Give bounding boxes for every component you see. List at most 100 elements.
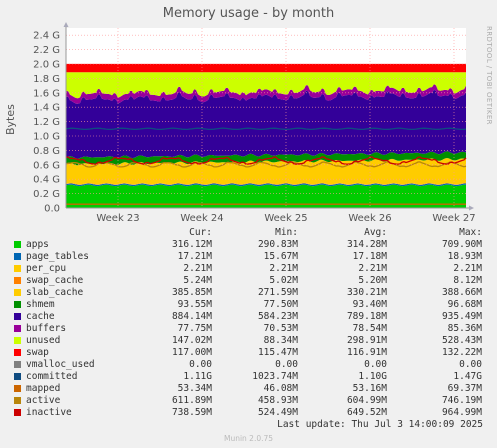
legend-min: 290.83M — [257, 239, 298, 250]
legend-min: 2.21M — [269, 263, 298, 274]
legend-cur: 53.34M — [177, 383, 212, 394]
legend-swatch — [14, 373, 21, 380]
legend-min: 70.53M — [263, 323, 298, 334]
y-tick-label: 0.8 G — [33, 146, 60, 157]
area-page-tables — [66, 183, 466, 187]
area-swap-cache — [66, 182, 466, 185]
legend-row-vmalloc-used: vmalloc_used 0.00 0.00 0.00 0.00 — [10, 359, 490, 371]
legend-min: 0.00 — [275, 359, 298, 370]
legend-cur: 147.02M — [171, 335, 212, 346]
legend-name: page_tables — [26, 251, 89, 262]
legend-name: shmem — [26, 299, 55, 310]
legend-cur: 77.75M — [177, 323, 212, 334]
legend-swatch — [14, 349, 21, 356]
y-tick-label: 1.4 G — [33, 103, 60, 114]
legend-cur: 316.12M — [171, 239, 212, 250]
munin-version: Munin 2.0.75 — [223, 434, 274, 443]
legend-cur: 611.89M — [171, 395, 212, 406]
legend-max: 96.68M — [447, 299, 482, 310]
area-swap — [66, 63, 466, 73]
legend-min: 77.50M — [263, 299, 298, 310]
legend-swatch — [14, 325, 21, 332]
last-update: Last update: Thu Jul 3 14:00:09 2025 — [277, 419, 483, 430]
legend-avg: 2.21M — [358, 263, 387, 274]
legend-avg: 78.54M — [352, 323, 387, 334]
area-cache — [66, 89, 466, 159]
legend-table: Cur: Min: Avg: Max: apps 316.12M 290.83M 31… — [10, 227, 490, 419]
legend-avg: 1.10G — [358, 371, 387, 382]
legend-row-per-cpu: per_cpu 2.21M 2.21M 2.21M 2.21M — [10, 263, 490, 275]
legend-swatch — [14, 301, 21, 308]
x-tick-label: Week 25 — [264, 213, 307, 224]
legend-avg: 17.18M — [352, 251, 387, 262]
legend-min: 458.93M — [257, 395, 298, 406]
legend-swatch — [14, 313, 21, 320]
legend-row-inactive: inactive 738.59M 524.49M 649.52M 964.99M — [10, 407, 490, 419]
legend-row-shmem: shmem 93.55M 77.50M 93.40M 96.68M — [10, 299, 490, 311]
legend-name: per_cpu — [26, 263, 67, 274]
legend-avg: 0.00 — [364, 359, 387, 370]
legend-name: cache — [26, 311, 55, 322]
y-tick-label: 0.2 G — [33, 189, 60, 200]
area-buffers — [66, 84, 466, 104]
y-tick-label: 2.2 G — [33, 45, 60, 56]
legend-swatch — [14, 385, 21, 392]
legend-cur: 17.21M — [177, 251, 212, 262]
legend-max: 132.22M — [441, 347, 482, 358]
rrdtool-credit: RRDTOOL / TOBI OETIKER — [485, 26, 493, 125]
legend-swatch — [14, 409, 21, 416]
area-unused — [66, 72, 466, 99]
legend-name: committed — [26, 371, 78, 382]
y-tick-label: 0.0 — [44, 204, 60, 215]
legend-swatch — [14, 397, 21, 404]
legend-min: 15.67M — [263, 251, 298, 262]
chart-title: Memory usage - by month — [162, 6, 335, 21]
legend-row-swap: swap 117.00M 115.47M 116.91M 132.22M — [10, 347, 490, 359]
legend-swatch — [14, 289, 21, 296]
legend-max: 746.19M — [441, 395, 482, 406]
legend-max: 8.12M — [453, 275, 482, 286]
legend-max: 18.93M — [447, 251, 482, 262]
legend-cur: 2.21M — [183, 263, 212, 274]
legend-swatch — [14, 361, 21, 368]
legend-cur: 738.59M — [171, 407, 212, 418]
legend-swatch — [14, 337, 21, 344]
legend-name: swap_cache — [26, 275, 84, 286]
legend-max: 0.00 — [459, 359, 482, 370]
legend-name: buffers — [26, 323, 67, 334]
y-tick-label: 2.4 G — [33, 31, 60, 42]
y-tick-label: 0.6 G — [33, 160, 60, 171]
y-tick-label: 1.6 G — [33, 88, 60, 99]
legend-avg: 93.40M — [352, 299, 387, 310]
legend-max: 388.66M — [441, 287, 482, 298]
legend-avg: 314.28M — [346, 239, 387, 250]
line-inactive — [65, 156, 467, 165]
legend-min: 1023.74M — [252, 371, 298, 382]
legend-min: 584.23M — [257, 311, 298, 322]
legend-min: 88.34M — [263, 335, 298, 346]
legend-avg: 789.18M — [346, 311, 387, 322]
area-apps — [66, 184, 466, 208]
legend-avg: 116.91M — [346, 347, 387, 358]
line-active — [65, 161, 467, 168]
legend-cur: 93.55M — [177, 299, 212, 310]
legend-avg: 649.52M — [346, 407, 387, 418]
legend-row-active: active 611.89M 458.93M 604.99M 746.19M — [10, 395, 490, 407]
x-tick-label: Week 24 — [180, 213, 223, 224]
legend-row-unused: unused 147.02M 88.34M 298.91M 528.43M — [10, 335, 490, 347]
legend-name: mapped — [26, 383, 61, 394]
legend-name: apps — [26, 239, 49, 250]
y-tick-label: 2.0 G — [33, 60, 60, 71]
y-axis-arrow — [63, 22, 69, 27]
legend-header: Cur: Min: Avg: Max: — [10, 227, 490, 239]
area-per-cpu — [66, 183, 466, 185]
legend-name: active — [26, 395, 61, 406]
legend-max: 964.99M — [441, 407, 482, 418]
legend-avg: 53.16M — [352, 383, 387, 394]
legend-avg: 5.20M — [358, 275, 387, 286]
legend-row-page-tables: page_tables 17.21M 15.67M 17.18M 18.93M — [10, 251, 490, 263]
legend-max: 85.36M — [447, 323, 482, 334]
legend-max: 935.49M — [441, 311, 482, 322]
y-tick-label: 1.2 G — [33, 117, 60, 128]
y-tick-label: 1.8 G — [33, 74, 60, 85]
